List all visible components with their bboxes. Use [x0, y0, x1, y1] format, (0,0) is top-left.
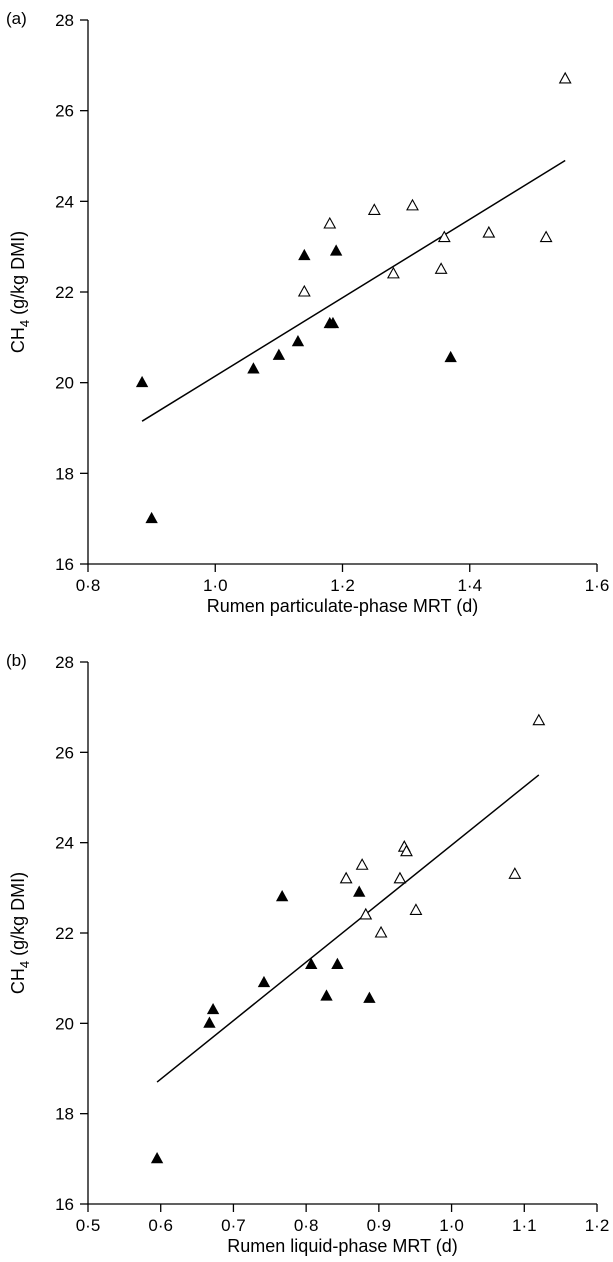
x-tick-label: 0·7 — [221, 1216, 246, 1235]
data-point-open-triangle — [558, 71, 572, 84]
data-point-filled-triangle — [145, 511, 158, 524]
x-tick-label: 1·4 — [457, 576, 482, 595]
data-point-filled-triangle — [257, 975, 271, 988]
data-point-filled-triangle — [203, 1016, 216, 1028]
x-tick-label: 1·0 — [439, 1216, 464, 1235]
data-point-filled-triangle — [305, 957, 318, 970]
y-tick-label: 24 — [55, 834, 74, 853]
panel-label: (a) — [6, 9, 27, 28]
y-axis-label-suffix: (g/kg DMI) — [8, 872, 28, 961]
data-point-open-triangle — [508, 867, 522, 879]
y-axis-label-prefix: CH — [8, 327, 28, 353]
data-point-open-triangle — [393, 871, 407, 884]
x-tick-label: 1·2 — [330, 576, 355, 595]
data-point-open-triangle — [359, 907, 373, 920]
x-tick-label: 0·8 — [294, 1216, 319, 1235]
y-tick-label: 20 — [55, 374, 74, 393]
data-point-filled-triangle — [247, 362, 260, 374]
x-tick-label: 0·9 — [367, 1216, 392, 1235]
y-tick-label: 22 — [55, 924, 74, 943]
regression-line — [156, 774, 540, 1083]
chart-panel-b: (b) 16 18 20 22 24 26 28 0·5 0·6 0·7 0·8 0·9 1·0 1·1 1·… — [6, 651, 609, 1256]
data-point-open-triangle — [434, 262, 448, 274]
data-point-filled-triangle — [135, 375, 149, 388]
y-tick-label: 22 — [55, 283, 74, 302]
y-axis-label-subscript: 4 — [17, 961, 32, 968]
data-point-open-triangle — [409, 903, 423, 915]
data-point-open-triangle — [339, 871, 353, 884]
data-point-open-triangle — [367, 203, 381, 215]
y-tick-label: 26 — [55, 743, 74, 762]
data-point-filled-triangle — [275, 890, 289, 902]
x-tick-label: 1·0 — [203, 576, 228, 595]
data-point-filled-triangle — [331, 957, 344, 970]
y-tick-label: 16 — [55, 555, 74, 574]
data-point-open-triangle — [374, 925, 388, 938]
data-point-filled-triangle — [353, 885, 366, 897]
data-point-filled-triangle — [150, 1152, 164, 1164]
x-tick-label: 0·5 — [76, 1216, 101, 1235]
y-tick-label: 16 — [55, 1195, 74, 1214]
data-point-filled-triangle — [272, 348, 286, 360]
data-point-open-triangle — [532, 713, 546, 726]
y-axis-label: CH4 (g/kg DMI) — [8, 231, 32, 353]
chart-panel-a: (a) 16 18 20 22 24 26 28 0·8 1·0 1·2 1·4 1·6 Rumen pa… — [6, 9, 609, 616]
y-tick-label: 18 — [55, 1105, 74, 1124]
y-tick-label: 28 — [55, 11, 74, 30]
data-point-open-triangle — [386, 266, 400, 279]
data-point-filled-triangle — [329, 244, 343, 256]
y-axis-label: CH4 (g/kg DMI) — [8, 872, 32, 994]
regression-line — [141, 159, 566, 422]
y-tick-label: 20 — [55, 1014, 74, 1033]
data-point-filled-triangle — [320, 989, 333, 1001]
y-tick-label: 24 — [55, 192, 74, 211]
y-axis-label-suffix: (g/kg DMI) — [8, 231, 28, 320]
data-point-filled-triangle — [298, 248, 311, 261]
data-point-open-triangle — [297, 284, 311, 297]
x-axis-label: Rumen liquid-phase MRT (d) — [227, 1236, 457, 1256]
data-point-filled-triangle — [291, 335, 305, 347]
data-point-filled-triangle — [326, 316, 340, 329]
panel-label: (b) — [6, 651, 27, 670]
y-tick-label: 28 — [55, 653, 74, 672]
x-tick-label: 1·2 — [585, 1216, 610, 1235]
data-point-open-triangle — [400, 844, 413, 857]
y-axis-label-prefix: CH — [8, 968, 28, 994]
data-point-filled-triangle — [444, 350, 457, 363]
data-point-open-triangle — [539, 230, 553, 243]
data-point-open-triangle — [406, 198, 419, 211]
data-point-open-triangle — [323, 216, 337, 229]
x-axis-label: Rumen particulate-phase MRT (d) — [207, 596, 478, 616]
y-tick-label: 26 — [55, 102, 74, 121]
y-tick-label: 18 — [55, 464, 74, 483]
data-point-open-triangle — [355, 858, 369, 870]
data-point-filled-triangle — [206, 1002, 220, 1015]
x-tick-label: 1·6 — [585, 576, 610, 595]
x-tick-label: 0·8 — [76, 576, 101, 595]
data-point-open-triangle — [482, 225, 496, 238]
x-tick-label: 0·6 — [148, 1216, 173, 1235]
x-tick-label: 1·1 — [512, 1216, 537, 1235]
data-point-open-triangle — [437, 230, 451, 243]
y-axis-label-subscript: 4 — [17, 320, 32, 327]
data-point-filled-triangle — [363, 991, 376, 1003]
